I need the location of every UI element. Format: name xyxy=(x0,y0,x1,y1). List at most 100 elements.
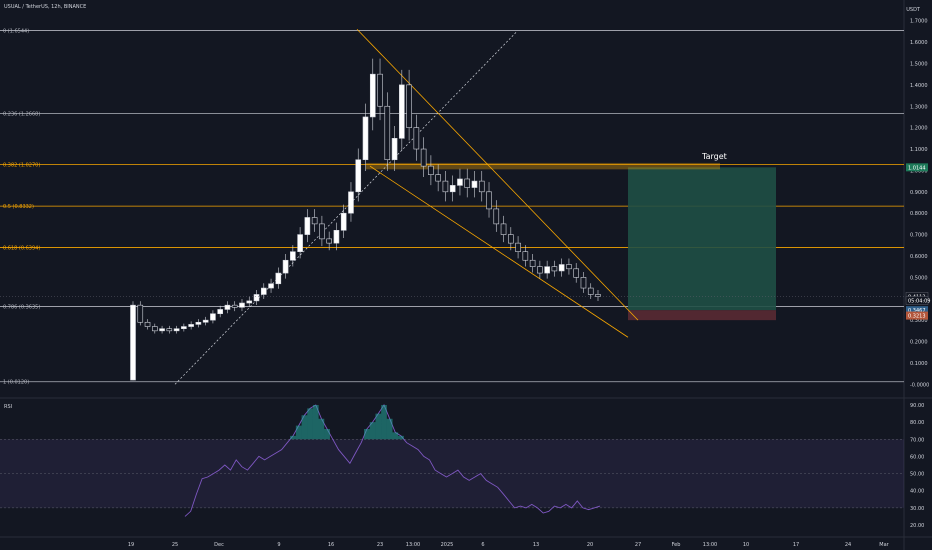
stop-zone xyxy=(628,310,776,321)
candle-body xyxy=(471,180,478,188)
price-scale-label: 0.2000 xyxy=(910,340,928,346)
candle-body xyxy=(406,84,412,128)
rsi-scale-label: 30.00 xyxy=(910,506,924,512)
price-tag-bg xyxy=(906,306,928,315)
candle-body xyxy=(319,223,325,240)
fib-level-label: 0.382 (1.0270) xyxy=(3,163,40,169)
candle-body xyxy=(580,277,587,289)
price-scale-label: 0.6000 xyxy=(910,254,928,260)
candle-body xyxy=(239,302,245,308)
candle-body xyxy=(457,178,463,186)
candle-body xyxy=(355,159,362,193)
price-scale-label: 1.5000 xyxy=(910,61,928,67)
target-label: Target xyxy=(702,152,727,161)
time-axis-label: 2025 xyxy=(441,542,454,548)
candle-body xyxy=(231,304,238,308)
time-axis-label: Dec xyxy=(214,542,224,548)
candle-body xyxy=(478,180,485,193)
wedge-upper-line xyxy=(356,28,639,321)
currency-label: USDT xyxy=(906,7,920,13)
price-scale-label: 0.3000 xyxy=(910,318,928,324)
candle-body xyxy=(159,328,165,332)
price-scale-label: 1.3000 xyxy=(910,104,928,110)
time-axis-label: Feb xyxy=(672,542,681,548)
candle-body xyxy=(420,148,427,167)
candle-body xyxy=(573,268,580,278)
candle-body xyxy=(369,73,376,118)
candle-body xyxy=(449,185,456,193)
time-axis-label: 6 xyxy=(481,542,484,548)
candle-body xyxy=(551,266,558,272)
price-tag: 1.0144 xyxy=(908,165,926,171)
price-scale-label: 1.7000 xyxy=(910,19,928,25)
candle-body xyxy=(587,287,594,295)
candle-body xyxy=(500,223,507,235)
candle-body xyxy=(522,251,529,261)
rsi-overbought-fill xyxy=(290,405,404,440)
candle-body xyxy=(508,234,514,244)
candle-body xyxy=(442,180,449,193)
candle-body xyxy=(413,127,420,150)
trend-line-dotted xyxy=(174,31,518,385)
candle-body xyxy=(384,105,391,161)
candle-body xyxy=(399,84,405,139)
candle-body xyxy=(348,191,354,214)
time-axis-label: 27 xyxy=(635,542,641,548)
price-scale-label: 1.0000 xyxy=(910,168,928,174)
price-scale-label: 1.4000 xyxy=(910,83,928,89)
price-scale-label: -0.0000 xyxy=(910,382,929,388)
candle-body xyxy=(333,230,340,244)
rsi-scale-label: 20.00 xyxy=(910,523,924,529)
time-axis-label: 20 xyxy=(587,542,593,548)
candle-body xyxy=(362,116,369,161)
candle-body xyxy=(391,138,398,161)
time-axis-label: Mar xyxy=(879,542,889,548)
candle-body xyxy=(181,326,187,329)
candle-body xyxy=(428,165,434,175)
candle-body xyxy=(435,174,441,182)
candle-body xyxy=(282,259,289,274)
time-axis-label: 17 xyxy=(793,542,799,548)
candle-body xyxy=(566,264,572,270)
price-tag: 0.3213 xyxy=(908,314,926,320)
price-scale-label: 1.6000 xyxy=(910,40,928,46)
candle-body xyxy=(173,328,180,332)
time-axis-label: 13:00 xyxy=(703,542,717,548)
candle-body xyxy=(304,217,311,235)
candle-body xyxy=(195,321,202,325)
price-scale-label: 0.5000 xyxy=(910,275,928,281)
fib-level-label: 0.236 (1.2668) xyxy=(3,111,40,117)
candle-body xyxy=(253,294,260,302)
symbol-title: USUAL / TetherUS, 12h, BINANCE xyxy=(4,4,87,10)
time-axis-label: 16 xyxy=(328,542,334,548)
fib-level-label: 1 (0.0120) xyxy=(3,380,29,386)
fib-level-label: 0.5 (0.8332) xyxy=(3,204,34,210)
candle-body xyxy=(558,264,565,272)
candle-body xyxy=(210,313,216,321)
price-scale-label: 0.7000 xyxy=(910,233,928,239)
candle-body xyxy=(377,73,383,107)
time-axis-label: 19 xyxy=(128,542,134,548)
fib-level-label: 0.786 (0.3635) xyxy=(3,305,40,311)
resistance-band xyxy=(366,162,720,170)
candle-body xyxy=(311,217,318,225)
candle-body xyxy=(224,304,231,310)
price-scale-label: 0.1000 xyxy=(910,361,928,367)
candle-body xyxy=(166,328,173,332)
candle-body xyxy=(202,319,209,323)
candle-body xyxy=(297,234,303,252)
time-axis-label: 13 xyxy=(533,542,539,548)
rsi-scale-label: 80.00 xyxy=(910,420,924,426)
candle-body xyxy=(275,272,282,285)
time-axis-label: 9 xyxy=(277,542,280,548)
candle-body xyxy=(130,304,136,381)
time-axis-label: 25 xyxy=(172,542,178,548)
fib-level-label: 0 (1.6544) xyxy=(3,28,29,34)
wedge-lower-line xyxy=(369,165,629,338)
rsi-scale-label: 90.00 xyxy=(910,403,924,409)
time-axis-label: 10 xyxy=(743,542,749,548)
candle-body xyxy=(144,321,151,327)
candle-body xyxy=(529,259,536,267)
price-tag-bg xyxy=(906,311,928,320)
